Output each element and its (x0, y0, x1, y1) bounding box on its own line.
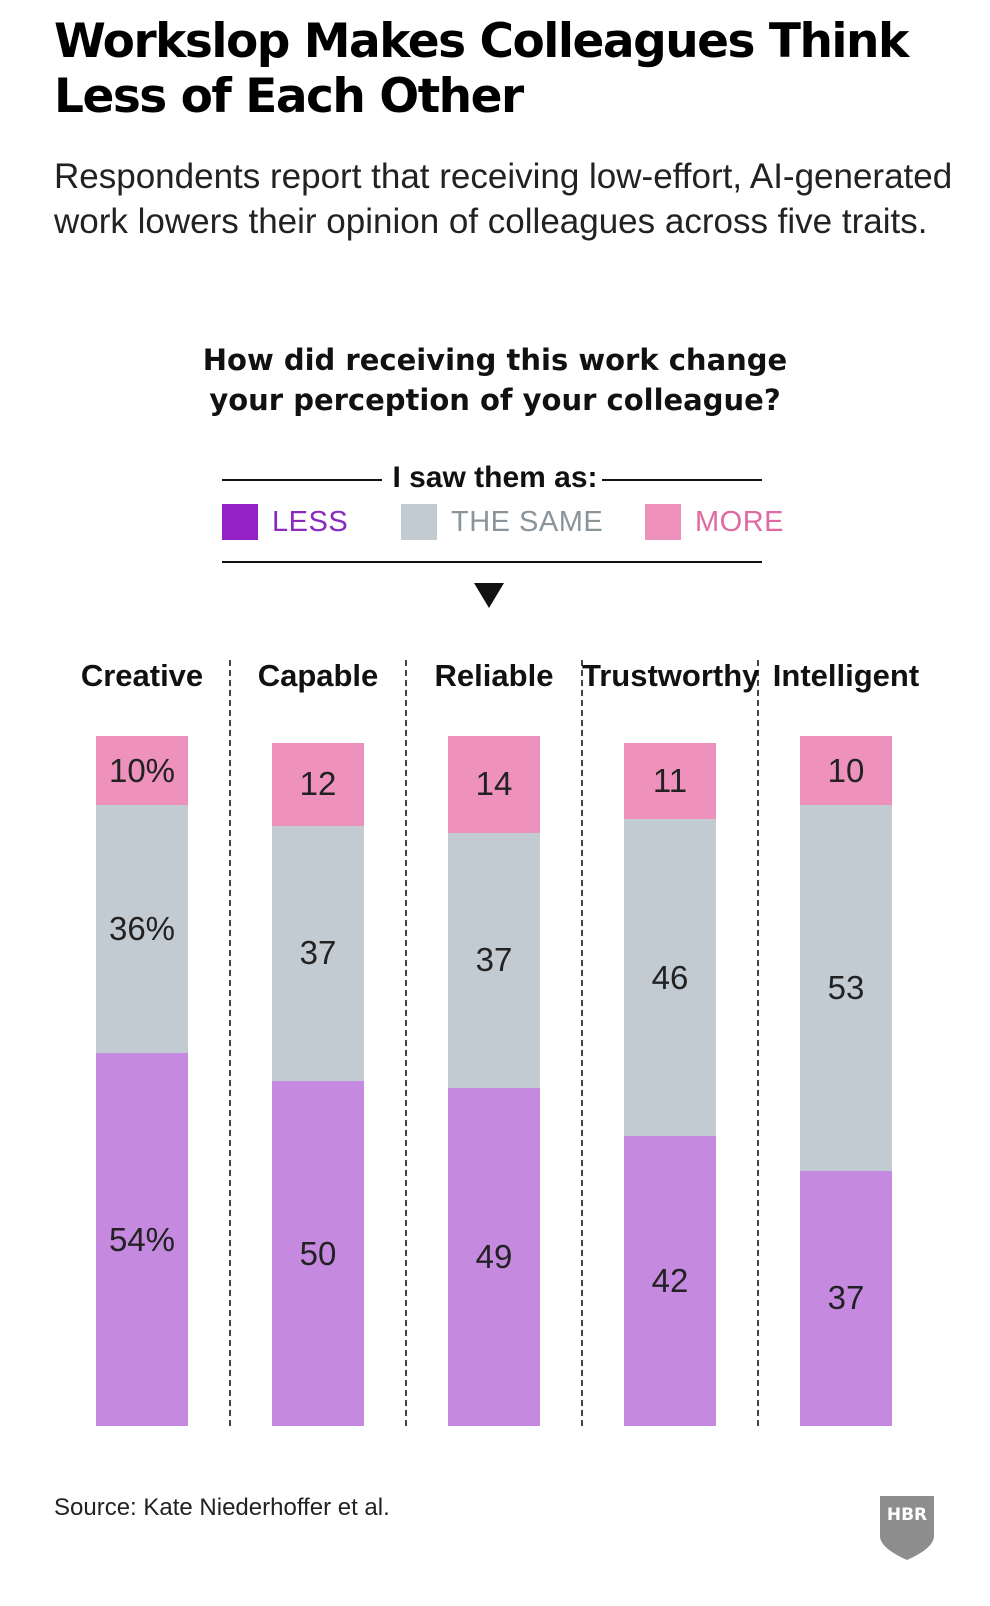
legend-swatch-same (401, 504, 437, 540)
legend-rule-left (222, 479, 382, 481)
legend-swatch-more (645, 504, 681, 540)
bar-segment (448, 736, 540, 833)
bar-segment (448, 832, 540, 1088)
column-divider (757, 660, 759, 1426)
legend-item-less: LESS (222, 503, 348, 541)
bar-segment (624, 742, 716, 819)
bar-segment (800, 1170, 892, 1426)
source-note: Source: Kate Niederhoffer et al. (54, 1494, 390, 1521)
bar-value-label: 53 (827, 968, 865, 1006)
legend-item-same: THE SAME (401, 503, 603, 541)
bar-value-label: 37 (299, 934, 337, 972)
bar-segment (448, 1087, 540, 1426)
bar-segment (272, 1081, 364, 1426)
legend-rule-bottom (222, 561, 762, 563)
bar-value-label: 37 (475, 941, 513, 979)
legend-rule-right (602, 479, 762, 481)
bar-value-label: 12 (299, 765, 337, 803)
column-divider (229, 660, 231, 1426)
bar-segment (96, 1053, 188, 1426)
legend-item-more: MORE (645, 503, 784, 541)
category-label: Trustworthy (582, 658, 760, 693)
bar-value-label: 49 (475, 1237, 513, 1275)
category-label: Creative (80, 658, 204, 693)
bar-value-label: 42 (651, 1262, 689, 1300)
survey-question: How did receiving this work change your … (202, 343, 788, 417)
bar-segment (800, 736, 892, 805)
bar-value-label: 37 (827, 1279, 865, 1317)
bar-value-label: 50 (299, 1234, 337, 1272)
bar-value-label: 11 (652, 761, 688, 799)
legend-heading: I saw them as: (392, 461, 598, 494)
bar-segment (96, 736, 188, 805)
legend-swatch-less (222, 504, 258, 540)
category-label: Intelligent (772, 658, 920, 693)
bar-segment (272, 825, 364, 1081)
chart-subtitle: Respondents report that receiving low-ef… (54, 157, 953, 241)
bar-value-label: 10 (827, 751, 865, 789)
bar-value-label: 54% (108, 1220, 176, 1258)
legend-label-more: MORE (695, 505, 784, 538)
bar-segment (624, 818, 716, 1137)
legend-label-same: THE SAME (451, 505, 604, 538)
bar-value-label: 14 (475, 765, 513, 803)
category-label: Capable (257, 658, 379, 693)
down-arrow-icon (474, 583, 504, 608)
chart-title: Workslop Makes Colleagues Think Less of … (54, 14, 909, 124)
hbr-logo-text: HBR (887, 1505, 927, 1525)
bar-value-label: 36% (108, 910, 176, 948)
bar-segment (624, 1136, 716, 1426)
legend-label-less: LESS (272, 505, 349, 538)
bar-segment (800, 805, 892, 1171)
bar-segment (96, 805, 188, 1054)
column-divider (581, 660, 583, 1426)
hbr-logo: HBR (880, 1496, 934, 1560)
bar-value-label: 10% (108, 751, 176, 789)
category-label: Reliable (434, 658, 554, 693)
bar-segment (272, 742, 364, 826)
bar-value-label: 46 (651, 958, 689, 996)
column-divider (405, 660, 407, 1426)
